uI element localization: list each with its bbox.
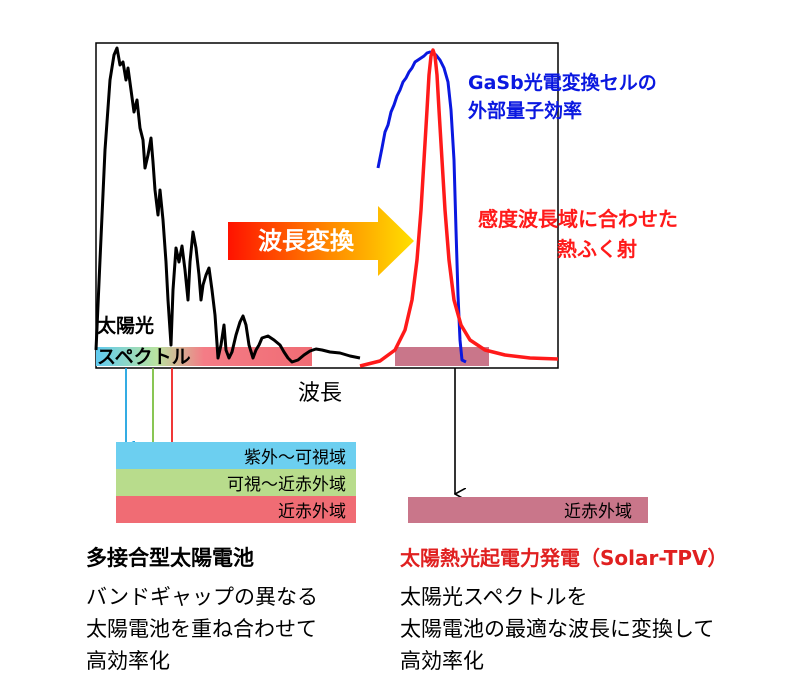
band-nir-tpv-label: 近赤外域 — [564, 502, 632, 522]
sun-label-line2: スペクトル — [97, 346, 191, 368]
wavelength-conversion-arrow — [228, 206, 414, 276]
sun-band-strip — [96, 347, 312, 366]
thermal-band-strip — [395, 347, 489, 366]
band-nir-tpv — [408, 497, 648, 523]
band-nir — [116, 496, 356, 523]
tpv-desc-line3: 高効率化 — [400, 649, 484, 673]
band-nir-label: 近赤外域 — [278, 502, 346, 522]
band-uv-vis — [116, 442, 356, 469]
multijunction-heading: 多接合型太陽電池 — [86, 546, 254, 570]
thermal-emission-curve — [359, 48, 559, 368]
band-uv-vis-label: 紫外～可視域 — [244, 448, 346, 468]
band-vis-nir — [116, 469, 356, 496]
tpv-desc-line1: 太陽光スペクトルを — [400, 585, 588, 609]
x-axis-label: 波長 — [298, 381, 342, 406]
solar-spectrum-curve — [94, 46, 361, 364]
thermal-label-line1: 感度波長域に合わせた — [478, 207, 678, 231]
tpv-desc-line2: 太陽電池の最適な波長に変換して — [400, 617, 714, 641]
multijunction-desc-line1: バンドギャップの異なる — [86, 585, 318, 609]
gasb-label-line1: GaSb光電変換セルの — [468, 71, 657, 94]
plot-frame — [95, 42, 559, 369]
multijunction-desc-line2: 太陽電池を重ね合わせて — [86, 617, 317, 641]
sun-label-line1: 太陽光 — [97, 314, 154, 337]
tpv-heading: 太陽熱光起電力発電（Solar-TPV） — [400, 546, 728, 570]
gasb-label-line2: 外部量子効率 — [468, 99, 582, 122]
gasb-eqe-curve — [376, 50, 467, 364]
arrow-label: 波長変換 — [258, 227, 355, 255]
band-vis-nir-label: 可視～近赤外域 — [227, 475, 346, 495]
thermal-label-line2: 熱ふく射 — [557, 237, 637, 261]
multijunction-desc-line3: 高効率化 — [86, 649, 170, 673]
